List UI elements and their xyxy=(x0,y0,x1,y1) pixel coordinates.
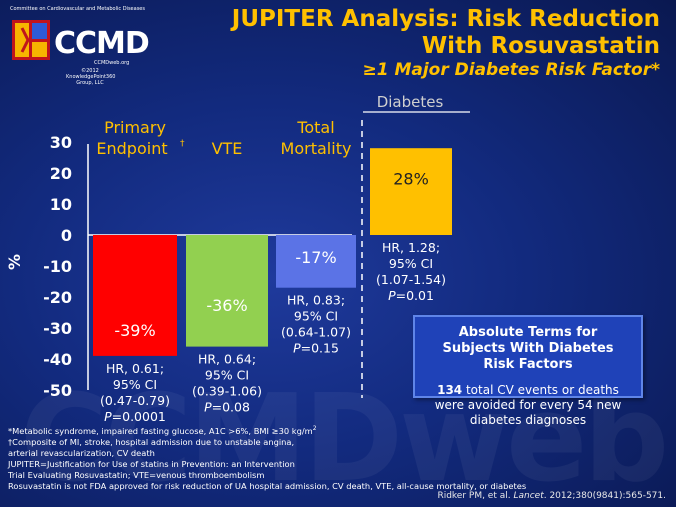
footnote-6: Rosuvastatin is not FDA approved for ris… xyxy=(8,480,527,491)
p-value-text: P=0.08 xyxy=(204,400,250,415)
bar-0 xyxy=(93,235,177,356)
title-line-1: JUPITER Analysis: Risk Reduction xyxy=(231,6,660,32)
hr-text: HR, 1.28; xyxy=(382,240,440,255)
y-tick-label: -40 xyxy=(43,350,72,369)
hr-text: (0.47-0.79) xyxy=(100,393,170,408)
footnote-5: Trial Evaluating Rosuvastatin; VTE=venou… xyxy=(8,469,265,480)
bar-value-label: -36% xyxy=(206,296,247,315)
citation-journal: Lancet xyxy=(513,491,544,501)
category-label: Total xyxy=(296,118,334,137)
category-label: VTE xyxy=(212,139,243,158)
y-tick-label: 20 xyxy=(50,164,72,183)
callout-body-line-3: diabetes diagnoses xyxy=(469,413,587,427)
category-label: Primary xyxy=(104,118,166,137)
hr-text: HR, 0.64; xyxy=(198,352,256,367)
y-tick-label: 10 xyxy=(50,195,72,214)
logo-url: CCMDweb.org xyxy=(94,60,130,66)
y-tick-label: 0 xyxy=(61,226,72,245)
bar-value-label: -17% xyxy=(295,248,336,267)
logo-mark-icon xyxy=(12,20,50,60)
y-tick-label: -20 xyxy=(43,288,72,307)
ccmd-logo: Committee on Cardiovascular and Metaboli… xyxy=(8,4,150,94)
slide-subtitle: ≥1 Major Diabetes Risk Factor* xyxy=(362,60,660,80)
hr-text: HR, 0.61; xyxy=(106,361,164,376)
category-label-sup: † xyxy=(180,139,185,149)
hr-text: (1.07-1.54) xyxy=(376,272,446,287)
callout-heading-line-2: Subjects With Diabetes xyxy=(442,341,614,356)
logo-org-line: Committee on Cardiovascular and Metaboli… xyxy=(10,6,145,12)
logo-copyright: ©2012 KnowledgePoint360 Group, LLC xyxy=(66,68,116,86)
callout-heading: Absolute Terms for Subjects With Diabete… xyxy=(421,325,635,373)
category-label: Mortality xyxy=(281,139,352,158)
hr-text: 95% CI xyxy=(113,377,157,392)
title-line-2: With Rosuvastatin xyxy=(421,33,660,59)
y-axis-label: % xyxy=(5,254,24,270)
footnote-4: JUPITER=Justification for Use of statins… xyxy=(8,458,295,469)
hr-text: (0.39-1.06) xyxy=(192,384,262,399)
absolute-terms-callout: Absolute Terms for Subjects With Diabete… xyxy=(413,315,643,427)
callout-count: 134 xyxy=(437,383,463,397)
footnotes: *Metabolic syndrome, impaired fasting gl… xyxy=(8,423,608,492)
footnote-2: †Composite of MI, stroke, hospital admis… xyxy=(8,436,295,447)
citation-details: . 2012;380(9841):565-571. xyxy=(543,491,666,501)
callout-body-line-1-text: total CV events or deaths xyxy=(462,383,619,397)
hr-text: 95% CI xyxy=(389,256,433,271)
y-tick-label: -30 xyxy=(43,319,72,338)
callout-body: 134 total CV events or deaths were avoid… xyxy=(421,383,635,428)
footnote-1-text: *Metabolic syndrome, impaired fasting gl… xyxy=(8,425,313,436)
callout-heading-line-3: Risk Factors xyxy=(483,357,573,372)
p-value-text: P=0.0001 xyxy=(104,409,166,424)
y-tick-label: -10 xyxy=(43,257,72,276)
bar-1 xyxy=(186,235,268,347)
y-tick-label: 30 xyxy=(50,133,72,152)
y-tick-label: -50 xyxy=(43,381,72,400)
footnote-1: *Metabolic syndrome, impaired fasting gl… xyxy=(8,423,608,437)
category-label: Endpoint xyxy=(96,139,167,158)
p-value-text: P=0.01 xyxy=(388,288,434,303)
footnote-1-sup: 2 xyxy=(312,425,317,432)
hr-text: 95% CI xyxy=(294,309,338,324)
slide-title: JUPITER Analysis: Risk Reduction With Ro… xyxy=(232,6,660,60)
group-label-diabetes: Diabetes xyxy=(377,93,444,111)
citation-authors: Ridker PM, et al. xyxy=(437,491,514,501)
bar-value-label: -39% xyxy=(114,321,155,340)
citation: Ridker PM, et al. Lancet. 2012;380(9841)… xyxy=(437,491,666,501)
bar-3 xyxy=(370,148,452,235)
hr-text: 95% CI xyxy=(205,368,249,383)
hr-text: HR, 0.83; xyxy=(287,293,345,308)
p-value-text: P=0.15 xyxy=(293,341,339,356)
logo-name: CCMD xyxy=(54,26,150,61)
callout-heading-line-1: Absolute Terms for xyxy=(458,325,598,340)
bar-value-label: 28% xyxy=(393,170,429,189)
callout-body-line-2: were avoided for every 54 new xyxy=(434,398,622,412)
callout-body-line-1: 134 total CV events or deaths xyxy=(421,383,635,398)
footnote-3: arterial revascularization, CV death xyxy=(8,447,155,458)
hr-text: (0.64-1.07) xyxy=(281,325,351,340)
bar-2 xyxy=(276,235,356,288)
